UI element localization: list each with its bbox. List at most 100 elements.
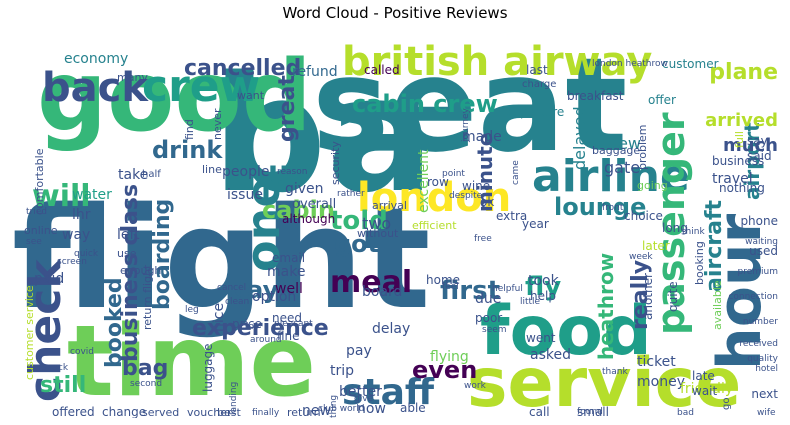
word-served: served <box>142 406 180 418</box>
word-trip: trip <box>330 363 355 379</box>
word-think: think <box>682 227 705 237</box>
word-hotel: hotel <box>755 364 778 374</box>
word-phone: phone <box>740 214 778 228</box>
word-work: work <box>464 381 486 391</box>
word-return: return <box>287 406 321 418</box>
word-line: line <box>202 163 222 176</box>
word-quick: quick <box>74 249 99 259</box>
word-leg: leg <box>185 305 199 315</box>
word-travel: travel <box>712 171 753 187</box>
word-week: week <box>629 252 653 262</box>
word-going: going <box>637 179 668 192</box>
chart-title: Word Cloud - Positive Reviews <box>282 4 508 22</box>
word-used: used <box>749 244 778 258</box>
word-arrived: arrived <box>705 110 778 131</box>
word-number: number <box>742 317 778 327</box>
word-later: later <box>642 239 670 253</box>
word-said: said <box>747 149 772 163</box>
word-bad: bad <box>677 408 694 418</box>
word-customer: customer <box>662 57 719 71</box>
word-despite: despite <box>449 191 483 201</box>
word-offer: offer <box>648 93 676 107</box>
word-called: called <box>364 63 400 77</box>
word-new: new <box>302 403 331 418</box>
word-poor: poor <box>475 311 503 325</box>
word-economy: economy <box>64 51 129 67</box>
word-two: two <box>362 214 392 233</box>
word-due: due <box>475 291 502 307</box>
word-back: back <box>42 65 148 111</box>
word-cancel: cancel <box>217 283 247 293</box>
word-charge: charge <box>522 79 557 90</box>
word-ba: ba <box>212 41 435 228</box>
word-efficient: efficient <box>412 219 457 232</box>
word-feel: feel <box>442 282 459 292</box>
word-use: use <box>117 247 137 260</box>
word-now: now <box>357 401 386 417</box>
word-see: see <box>26 237 42 247</box>
word-wine: wine <box>462 179 491 193</box>
word-ticket: ticket <box>637 354 676 370</box>
word-people: people <box>222 164 270 180</box>
word-flight: flight <box>12 178 431 341</box>
word-airline: airline <box>532 151 690 202</box>
word-given: given <box>285 181 324 197</box>
word-available: available <box>711 280 724 330</box>
word-told: told <box>330 206 388 236</box>
word-half: half <box>142 169 161 180</box>
word-need: need <box>272 311 302 325</box>
word-heathrow: heathrow <box>594 252 618 360</box>
word-choice: choice <box>624 209 663 223</box>
word-tried: tried <box>26 207 47 217</box>
word-best: best <box>217 406 241 418</box>
word-cloud: flight seat ba good time service food british a… <box>12 30 778 418</box>
word-fine: fine <box>277 329 300 343</box>
word-quality: quality <box>747 354 778 364</box>
word-row: row <box>427 175 449 189</box>
word-long: long <box>662 221 688 235</box>
word-go: go <box>721 397 732 410</box>
word-time: time <box>67 305 317 418</box>
word-premium: premium <box>737 267 779 277</box>
word-take: take <box>118 167 149 183</box>
word-offered: offered <box>52 405 95 418</box>
word-well: well <box>275 281 303 297</box>
word-rather: rather <box>337 189 365 199</box>
word-took: took <box>528 273 559 289</box>
word-first: first <box>440 276 500 306</box>
word-journey: journey <box>461 108 471 142</box>
word-found: found <box>577 407 603 417</box>
word-without: without <box>357 227 399 240</box>
word-asked: asked <box>530 347 571 363</box>
word-online: online <box>24 224 58 237</box>
word-luggage: luggage <box>201 343 215 392</box>
word-meal: meal <box>330 265 413 300</box>
word-pleasant: pleasant <box>274 319 313 329</box>
word-london: london <box>357 175 512 221</box>
word-next: next <box>751 387 778 401</box>
word-delayed: delayed <box>570 106 589 170</box>
word-point: point <box>442 169 465 179</box>
word-extra: extra <box>496 209 528 223</box>
word-cabin-crew: cabin crew <box>352 90 498 118</box>
word-front: front <box>602 203 624 213</box>
word-never: never <box>211 108 224 140</box>
word-flew: flew <box>608 134 642 153</box>
word-still: still <box>40 373 87 398</box>
word-board: board <box>362 284 403 300</box>
word-late: late <box>692 369 715 383</box>
word-flying: flying <box>430 349 469 365</box>
word-departure: departure <box>505 105 565 119</box>
word-nothing: nothing <box>719 181 765 195</box>
word-day: day <box>230 276 279 304</box>
word-booking: booking <box>693 241 706 285</box>
word-help: help <box>530 289 556 303</box>
word-cancelled: cancelled <box>184 56 302 81</box>
word-price: price <box>232 317 262 331</box>
word-say: say <box>747 134 768 148</box>
word-service: service <box>467 344 742 418</box>
word-money: money <box>637 374 685 390</box>
word-went: went <box>526 331 556 345</box>
word-option: option <box>252 289 297 305</box>
word-good: good <box>37 40 312 154</box>
